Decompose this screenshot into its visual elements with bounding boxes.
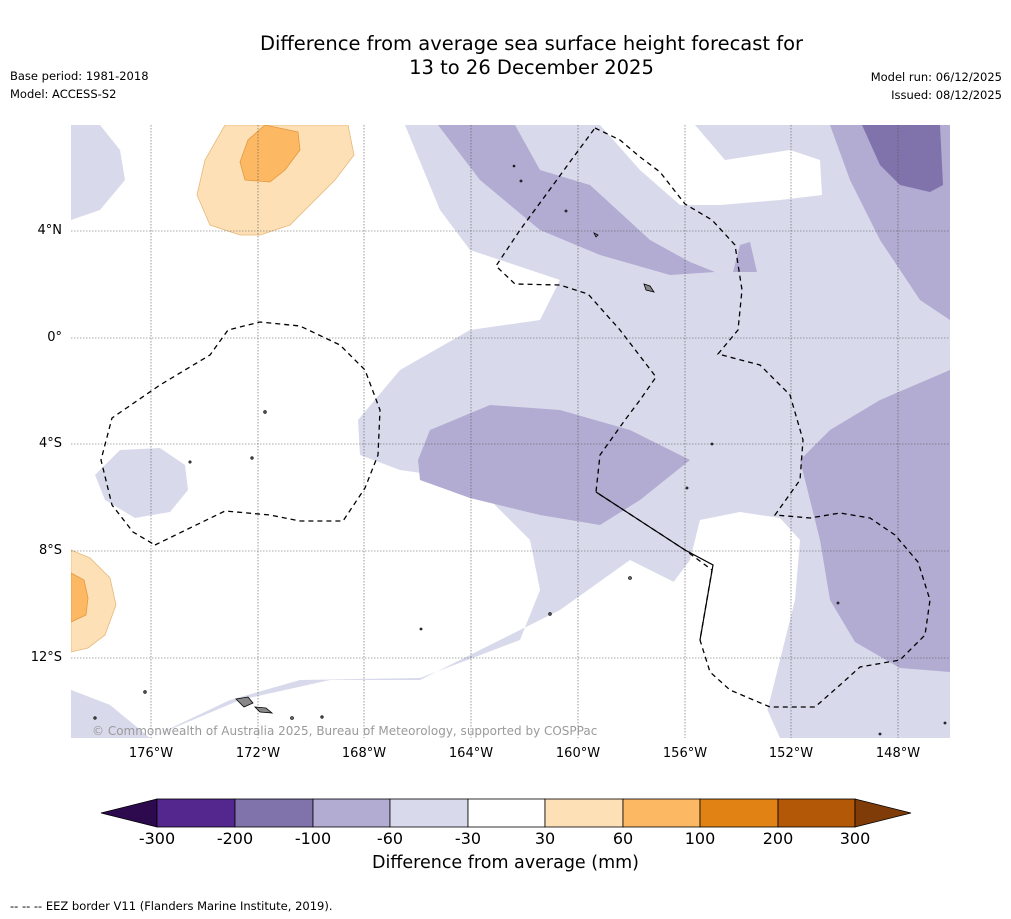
island: [628, 576, 632, 580]
island: [290, 716, 294, 720]
island: [143, 690, 147, 694]
lon-label: 152°W: [768, 746, 814, 761]
island: [710, 442, 714, 446]
colorbar-tick: -60: [376, 829, 404, 848]
anomaly-region: [438, 125, 715, 275]
colorbar-bin: [622, 798, 701, 828]
colorbar-tick: -300: [138, 829, 176, 848]
island: [643, 283, 655, 293]
eez-border: [495, 127, 931, 708]
island: [253, 706, 274, 714]
lon-label: 148°W: [875, 746, 921, 761]
lon-label: 168°W: [341, 746, 387, 761]
lon-label: 176°W: [128, 746, 174, 761]
island: [548, 612, 552, 616]
colorbar-tick: -100: [294, 829, 332, 848]
anomaly-region: [800, 370, 950, 672]
colorbar-bin: [312, 798, 391, 828]
colorbar-bin: [156, 798, 236, 828]
anomaly-region: [71, 125, 125, 220]
lon-label: 160°W: [555, 746, 601, 761]
eez-borders: [100, 127, 931, 708]
maritime-boundary: [595, 491, 714, 641]
anomaly-region: [239, 125, 301, 183]
anomaly-region: [71, 690, 150, 738]
anomaly-region: [95, 448, 188, 518]
colorbar-bin: [389, 798, 469, 828]
colorbar-tick: -200: [216, 829, 254, 848]
colorbar-tick: 300: [839, 829, 871, 848]
anomaly-zero: [600, 125, 822, 738]
eez-border: [100, 321, 381, 546]
island: [564, 209, 568, 213]
colorbar-tick: 200: [762, 829, 794, 848]
colorbar-tick: 30: [534, 829, 556, 848]
anomaly-region: [600, 125, 822, 205]
anomaly-region: [71, 572, 89, 623]
colorbar-tick: -30: [454, 829, 482, 848]
base-period: Base period: 1981-2018: [10, 69, 149, 83]
island: [235, 696, 254, 708]
island: [593, 232, 599, 238]
footnote: -- -- -- EEZ border V11 (Flanders Marine…: [10, 899, 333, 913]
island: [419, 627, 423, 631]
lat-label: 0°: [47, 330, 62, 345]
issued-date: Issued: 08/12/2025: [891, 88, 1002, 102]
colorbar: [100, 798, 912, 828]
lat-label: 12°S: [30, 650, 62, 665]
anomaly-region: [418, 405, 690, 525]
islands: [93, 164, 947, 736]
anomaly-region: [71, 549, 117, 653]
island: [943, 721, 947, 725]
anomaly-region: [660, 512, 800, 738]
island: [250, 456, 254, 460]
lon-label: 156°W: [662, 746, 708, 761]
lon-label: 172°W: [235, 746, 281, 761]
island: [512, 164, 516, 168]
copyright-notice: © Commonwealth of Australia 2025, Bureau…: [92, 724, 598, 738]
colorbar-label: Difference from average (mm): [371, 853, 640, 873]
map-gridlines: [71, 125, 950, 738]
title-line-2: 13 to 26 December 2025: [409, 56, 654, 79]
model-run: Model run: 06/12/2025: [870, 70, 1002, 84]
colorbar-extend-low: [100, 798, 158, 828]
island: [320, 715, 324, 719]
island: [519, 179, 523, 183]
anomaly-region: [733, 242, 757, 272]
colorbar-extend-high: [854, 798, 912, 828]
colorbar-bin: [699, 798, 779, 828]
colorbar-ticks: -300 -200 -100 -60 -30 30 60 100 200 300: [0, 829, 1011, 851]
lon-label: 164°W: [448, 746, 494, 761]
lat-label: 4°S: [38, 436, 62, 451]
colorbar-bin: [544, 798, 624, 828]
anomaly-region: [196, 125, 355, 236]
island: [878, 732, 882, 736]
colorbar-bin: [467, 798, 546, 828]
title-line-1: Difference from average sea surface heig…: [259, 32, 804, 55]
colorbar-tick: 60: [612, 829, 634, 848]
anomaly-neg100: [862, 125, 943, 192]
island: [836, 601, 840, 605]
anomaly-pos60: [71, 125, 301, 623]
meta-left: Base period: 1981-2018 Model: ACCESS-S2: [10, 67, 149, 103]
anomaly-pos30: [71, 125, 355, 653]
meta-right: Model run: 06/12/2025 Issued: 08/12/2025: [871, 68, 1002, 104]
island: [685, 486, 689, 490]
island: [263, 410, 267, 414]
colorbar-bin: [777, 798, 856, 828]
island: [188, 460, 192, 464]
island: [93, 716, 97, 720]
colorbar-bin: [234, 798, 314, 828]
map-field: [71, 125, 950, 738]
lat-label: 4°N: [37, 223, 63, 238]
lat-label: 8°S: [38, 543, 62, 558]
model-name: Model: ACCESS-S2: [10, 87, 117, 101]
colorbar-tick: 100: [684, 829, 716, 848]
chart-title: Difference from average sea surface heig…: [0, 32, 1011, 80]
